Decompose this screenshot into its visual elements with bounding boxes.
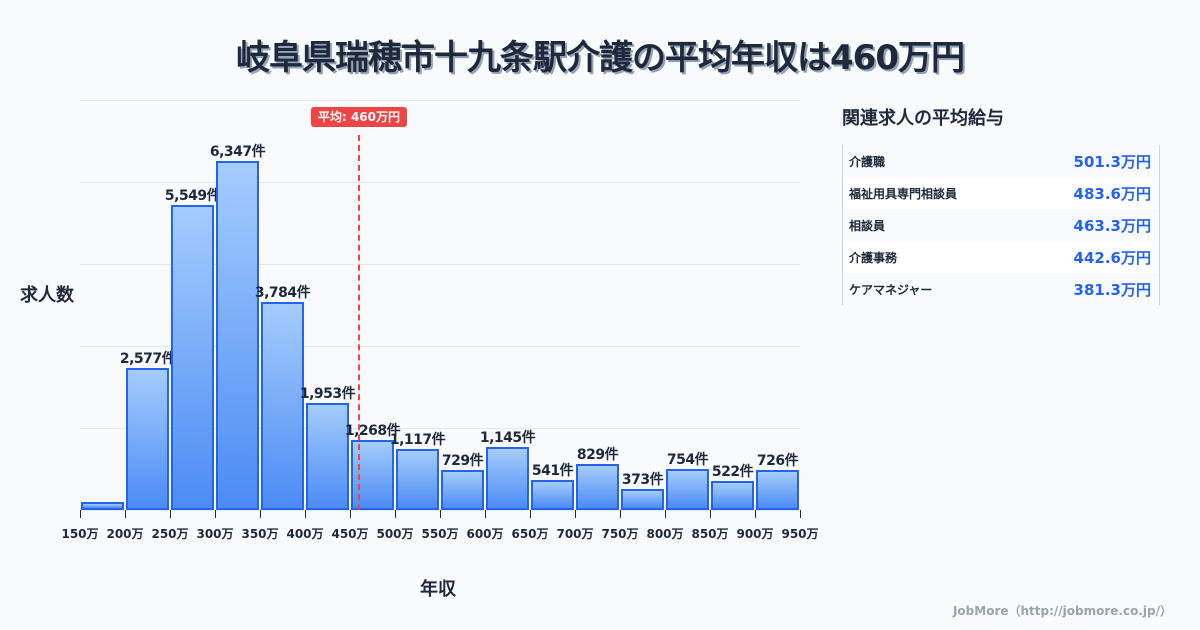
related-salary-row: 福祉用具専門相談員 483.6万円 xyxy=(843,177,1159,209)
histogram-bar xyxy=(756,470,799,510)
x-tick-mark xyxy=(530,510,531,518)
gridline xyxy=(80,264,800,265)
bar-value-label: 541件 xyxy=(531,463,574,479)
footer-credit: JobMore（http://jobmore.co.jp/） xyxy=(952,604,1172,618)
job-title: ケアマネジャー xyxy=(849,282,933,297)
x-tick-mark xyxy=(260,510,261,518)
x-tick-mark xyxy=(80,510,81,518)
x-tick-label: 800万 xyxy=(646,527,684,541)
bar-value-label: 373件 xyxy=(621,472,664,488)
bar-value-label: 829件 xyxy=(576,447,619,463)
job-title: 介護事務 xyxy=(849,250,898,265)
x-tick-mark xyxy=(125,510,126,518)
histogram-bar xyxy=(441,470,484,510)
histogram-bar xyxy=(531,480,574,510)
bar-value-label: 729件 xyxy=(441,453,484,469)
bar-value-label: 1,145件 xyxy=(479,430,536,446)
job-title: 相談員 xyxy=(849,218,886,233)
average-badge: 平均: 460万円 xyxy=(310,107,408,127)
x-tick-label: 500万 xyxy=(376,527,414,541)
x-tick-label: 700万 xyxy=(556,527,594,541)
x-tick-mark xyxy=(485,510,486,518)
bar-value-label: 1,953件 xyxy=(299,386,356,402)
average-salary-value: 501.3万円 xyxy=(1073,152,1151,171)
related-salary-row: 介護事務 442.6万円 xyxy=(843,241,1159,273)
x-tick-mark xyxy=(710,510,711,518)
x-tick-mark xyxy=(305,510,306,518)
histogram-bar xyxy=(306,403,349,510)
histogram-bar xyxy=(126,368,169,510)
x-tick-mark xyxy=(350,510,351,518)
average-salary-value: 483.6万円 xyxy=(1073,184,1151,203)
x-tick-mark xyxy=(575,510,576,518)
x-tick-mark xyxy=(800,510,801,518)
histogram-bar xyxy=(171,205,214,510)
gridline xyxy=(80,346,800,347)
x-tick-mark xyxy=(215,510,216,518)
average-line xyxy=(358,135,360,510)
histogram-bar xyxy=(261,302,304,510)
x-tick-label: 750万 xyxy=(601,527,639,541)
x-tick-label: 550万 xyxy=(421,527,459,541)
histogram-bar xyxy=(576,464,619,510)
average-salary-value: 381.3万円 xyxy=(1073,280,1151,299)
x-tick-label: 300万 xyxy=(196,527,234,541)
x-tick-mark xyxy=(665,510,666,518)
x-tick-label: 150万 xyxy=(61,527,99,541)
histogram-bar xyxy=(396,449,439,510)
x-tick-label: 900万 xyxy=(736,527,774,541)
bar-value-label: 522件 xyxy=(711,464,754,480)
bar-value-label: 754件 xyxy=(666,452,709,468)
histogram-chart: 2,577件 5,549件 6,347件 3,784件 1,953件 1,268件 1,11… xyxy=(80,100,800,511)
x-tick-mark xyxy=(755,510,756,518)
average-salary-value: 463.3万円 xyxy=(1073,216,1151,235)
bar-value-label: 3,784件 xyxy=(254,285,311,301)
x-tick-label: 200万 xyxy=(106,527,144,541)
related-salary-row: ケアマネジャー 381.3万円 xyxy=(843,273,1159,305)
related-salary-row: 介護職 501.3万円 xyxy=(843,145,1159,177)
x-tick-label: 400万 xyxy=(286,527,324,541)
gridline xyxy=(80,428,800,429)
job-title: 福祉用具専門相談員 xyxy=(849,186,958,201)
x-tick-label: 350万 xyxy=(241,527,279,541)
bar-value-label: 5,549件 xyxy=(164,188,221,204)
x-tick-mark xyxy=(170,510,171,518)
related-panel-title: 関連求人の平均給与 xyxy=(842,108,1004,129)
x-tick-label: 950万 xyxy=(781,527,819,541)
bar-value-label: 1,117件 xyxy=(389,432,446,448)
histogram-bar xyxy=(621,489,664,510)
x-tick-label: 450万 xyxy=(331,527,369,541)
x-tick-mark xyxy=(620,510,621,518)
bar-value-label: 726件 xyxy=(756,453,799,469)
histogram-bar xyxy=(81,502,124,510)
y-axis-label: 求人数 xyxy=(20,285,74,306)
x-tick-mark xyxy=(440,510,441,518)
bar-value-label: 6,347件 xyxy=(209,144,266,160)
x-tick-label: 650万 xyxy=(511,527,549,541)
histogram-bar xyxy=(666,469,709,510)
job-title: 介護職 xyxy=(849,154,886,169)
histogram-bar xyxy=(486,447,529,510)
histogram-bar xyxy=(711,481,754,510)
gridline xyxy=(80,100,800,101)
histogram-bar xyxy=(216,161,259,510)
bar-value-label: 2,577件 xyxy=(119,351,176,367)
related-salary-row: 相談員 463.3万円 xyxy=(843,209,1159,241)
x-tick-label: 600万 xyxy=(466,527,504,541)
x-axis-label: 年収 xyxy=(420,579,456,600)
gridline xyxy=(80,182,800,183)
x-tick-mark xyxy=(395,510,396,518)
average-salary-value: 442.6万円 xyxy=(1073,248,1151,267)
x-tick-label: 850万 xyxy=(691,527,729,541)
related-salary-list: 介護職 501.3万円福祉用具専門相談員 483.6万円相談員 463.3万円介護事務… xyxy=(842,145,1160,305)
x-tick-label: 250万 xyxy=(151,527,189,541)
page-title: 岐阜県瑞穂市十九条駅介護の平均年収は460万円 xyxy=(236,38,965,78)
